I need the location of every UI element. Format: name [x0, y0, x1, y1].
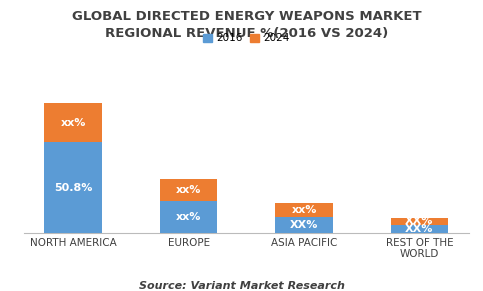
Bar	[391, 218, 448, 225]
Text: xx%: xx%	[176, 185, 201, 195]
Bar	[160, 179, 217, 201]
Text: xx%: xx%	[60, 118, 86, 128]
Text: xx%: xx%	[176, 212, 201, 222]
Bar	[160, 201, 217, 233]
Text: XX%: XX%	[405, 216, 434, 226]
Text: 50.8%: 50.8%	[54, 182, 92, 193]
Text: XX%: XX%	[405, 224, 434, 234]
Bar	[275, 203, 333, 217]
Text: Source: Variant Market Research: Source: Variant Market Research	[139, 281, 344, 291]
Bar	[44, 103, 102, 142]
Text: xx%: xx%	[291, 205, 317, 215]
Bar	[391, 225, 448, 233]
Title: GLOBAL DIRECTED ENERGY WEAPONS MARKET
REGIONAL REVENUE %(2016 VS 2024): GLOBAL DIRECTED ENERGY WEAPONS MARKET RE…	[71, 10, 421, 40]
Legend: 2016, 2024: 2016, 2024	[199, 29, 294, 47]
Bar	[275, 217, 333, 233]
Text: XX%: XX%	[290, 220, 318, 230]
Bar	[44, 142, 102, 233]
